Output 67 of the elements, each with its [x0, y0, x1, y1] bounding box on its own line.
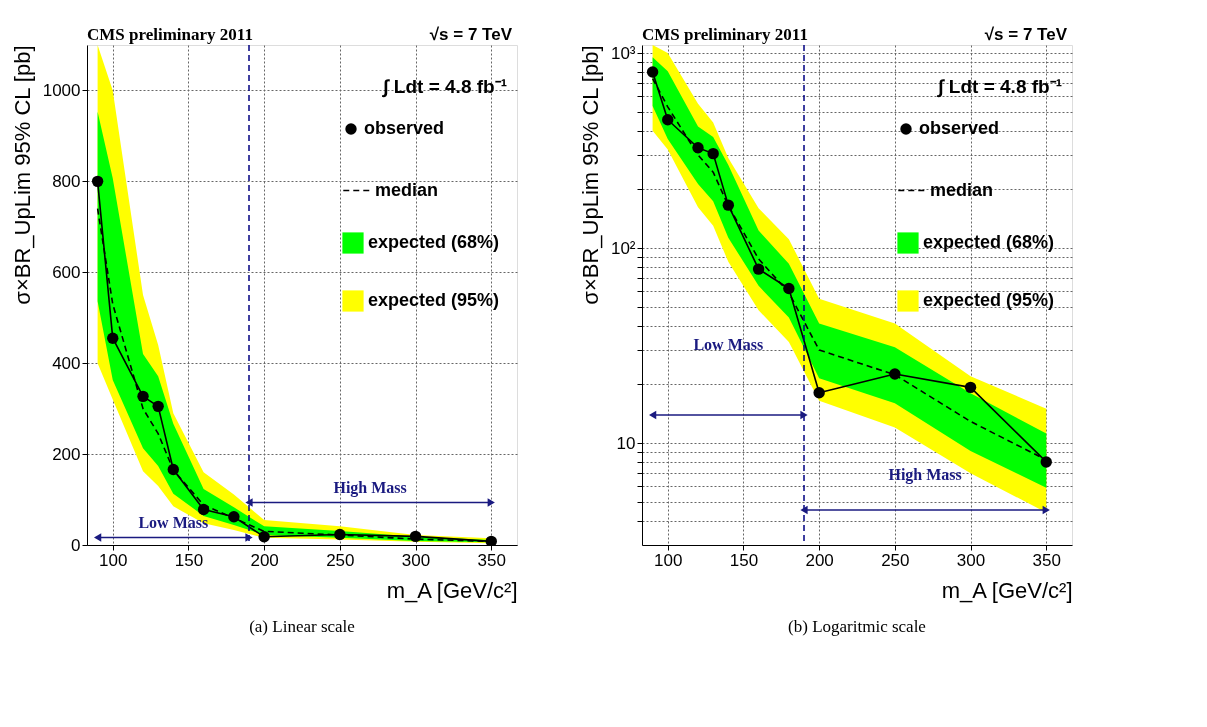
- x-axis-title: m_A [GeV/c²]: [941, 577, 1073, 603]
- y-axis-title: σ×BR_UpLim 95% CL [pb]: [9, 45, 35, 305]
- point: [485, 535, 497, 545]
- point: [692, 142, 704, 154]
- point: [107, 332, 119, 344]
- y-tick-label: 200: [52, 444, 81, 464]
- legend-label: expected (95%): [368, 290, 500, 310]
- point: [409, 530, 422, 543]
- point: [167, 463, 179, 476]
- annotation: High Mass: [888, 466, 962, 484]
- point: [783, 282, 795, 295]
- y-tick-label: 1000: [42, 80, 81, 100]
- text: CMS preliminary 2011: [642, 25, 808, 44]
- legend-label: observed: [364, 118, 445, 138]
- x-tick-label: 150: [174, 550, 204, 570]
- point: [752, 263, 765, 275]
- legend-label: median: [930, 179, 994, 200]
- y-tick-label: 400: [52, 353, 81, 373]
- text: √s = 7 TeV: [429, 25, 513, 44]
- legend-label: median: [375, 179, 439, 200]
- point: [334, 528, 346, 541]
- annotation: High Mass: [333, 478, 407, 497]
- point: [197, 503, 210, 516]
- x-tick-label: 350: [477, 550, 506, 570]
- legend-label: expected (68%): [368, 232, 500, 252]
- text: (a) Linear scale: [249, 617, 355, 636]
- point: [646, 66, 659, 78]
- point: [1040, 456, 1052, 468]
- point: [722, 199, 734, 211]
- y-tick-label: 10²: [610, 238, 636, 258]
- y-tick-label: 600: [52, 262, 81, 282]
- legend-label: expected (95%): [923, 290, 1055, 310]
- point: [228, 511, 240, 523]
- y-tick-label: 0: [71, 535, 81, 555]
- x-tick-label: 250: [326, 550, 355, 570]
- x-tick-label: 250: [881, 550, 910, 570]
- x-tick-label: 150: [729, 550, 759, 570]
- x-tick-label: 100: [99, 550, 128, 570]
- text: CMS preliminary 2011: [87, 25, 253, 44]
- point: [137, 390, 149, 403]
- annotation: ∫ Ldt = 4.8 fb⁻¹: [936, 76, 1062, 98]
- y-axis-title: σ×BR_UpLim 95% CL [pb]: [577, 45, 603, 305]
- x-tick-label: 200: [805, 550, 834, 570]
- point: [707, 147, 719, 160]
- x-tick-label: 200: [250, 550, 279, 570]
- point: [258, 531, 270, 543]
- x-axis-title: m_A [GeV/c²]: [386, 577, 518, 603]
- y-tick-label: 800: [52, 171, 81, 191]
- point: [813, 387, 825, 399]
- annotation: Low Mass: [138, 513, 209, 531]
- y-tick-label: 10³: [610, 43, 636, 63]
- text: √s = 7 TeV: [984, 25, 1068, 44]
- legend-label: observed: [919, 118, 1000, 138]
- annotation: ∫ Ldt = 4.8 fb⁻¹: [381, 76, 507, 98]
- point: [889, 368, 901, 380]
- annotation: Low Mass: [693, 336, 764, 353]
- x-tick-label: 300: [956, 550, 986, 570]
- x-tick-label: 350: [1032, 550, 1061, 570]
- point: [662, 114, 674, 126]
- point: [91, 175, 104, 188]
- x-tick-label: 300: [401, 550, 431, 570]
- x-tick-label: 100: [654, 550, 683, 570]
- point: [964, 381, 977, 394]
- point: [152, 400, 164, 413]
- y-tick-label: 10: [616, 433, 636, 453]
- legend-label: expected (68%): [923, 232, 1055, 252]
- text: (b) Logaritmic scale: [788, 617, 926, 636]
